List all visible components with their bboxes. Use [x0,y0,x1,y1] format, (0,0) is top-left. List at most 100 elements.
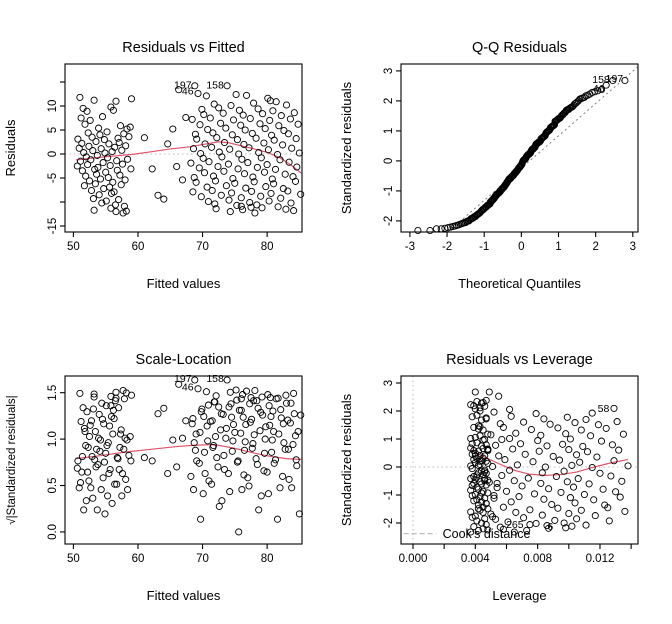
data-point [293,462,301,470]
data-point [479,398,487,407]
qq-reference-line [447,66,639,233]
data-point [240,446,249,454]
data-point [474,425,482,433]
data-point [235,106,243,114]
data-point [563,478,571,486]
data-point [239,206,247,214]
data-point [286,115,294,123]
data-point [91,456,99,464]
data-point [109,106,117,114]
data-point [474,505,482,513]
data-point [291,432,300,440]
data-point [169,125,177,133]
data-point [202,92,210,100]
data-point [610,457,618,465]
data-point [468,440,476,448]
data-point [121,434,129,442]
data-point [74,457,82,465]
data-point [189,486,198,494]
data-point [234,457,242,465]
data-point [518,482,526,490]
point-id-label: 58 [598,403,610,415]
data-point [90,96,98,104]
y-tick-label: 5 [47,127,59,133]
data-point [87,417,96,425]
data-point [284,187,292,195]
data-point [217,410,225,418]
data-point [96,175,105,183]
data-point [220,167,228,175]
data-point [490,494,498,502]
data-point [266,116,274,124]
point-id-label: 46 [182,382,194,394]
data-point [107,204,115,212]
data-point [270,180,278,188]
data-point [493,479,501,487]
data-point [252,134,260,142]
data-point [520,418,528,426]
data-point [208,417,216,425]
point-id-label: 158 [592,74,610,86]
data-point [199,154,207,162]
y-tick-label: 0 [383,464,395,470]
data-point [95,410,103,418]
data-point [280,126,288,135]
data-point [102,197,110,205]
data-point [91,165,99,173]
data-point [226,488,234,496]
data-point [495,392,503,400]
data-point [237,202,245,210]
data-point [471,433,479,441]
data-point [237,429,245,437]
data-point [253,163,261,171]
y-tick-label: -2 [383,518,395,528]
data-point [444,224,452,232]
data-point [481,468,489,476]
data-point [565,509,573,518]
data-point [154,410,162,418]
data-point [291,177,300,185]
x-tick-label: 50 [67,241,80,253]
data-point [479,508,487,516]
data-point [256,427,264,435]
data-point [218,497,226,505]
data-point [591,512,599,520]
data-point [123,436,131,444]
data-point [233,396,241,404]
data-point [532,519,540,528]
x-axis-label: Fitted values [147,276,221,291]
data-point [98,399,106,407]
point-id-label: 197 [606,73,624,85]
data-point [248,444,256,452]
data-point [479,525,487,533]
data-point [297,190,305,198]
data-point [541,463,549,471]
data-point [205,477,213,485]
data-point [229,116,238,124]
data-point [471,452,479,460]
data-point [563,413,571,421]
data-point [226,145,234,153]
data-point [113,454,121,462]
data-point [552,472,560,481]
data-point [484,526,492,534]
data-point [582,415,590,424]
data-point [107,392,115,400]
data-point [548,500,556,509]
data-point [264,146,272,154]
data-point [240,140,248,148]
data-point [98,199,106,207]
data-point [235,528,243,536]
plot-box [64,63,303,233]
y-tick-label: 0 [47,151,59,157]
data-point [602,81,610,89]
data-point [284,130,292,138]
data-point [262,423,270,431]
data-point [484,447,492,455]
data-point [577,426,585,434]
data-point [239,413,247,421]
data-point [231,428,239,436]
data-point [85,142,93,150]
data-point [255,506,263,514]
data-point [87,186,96,195]
